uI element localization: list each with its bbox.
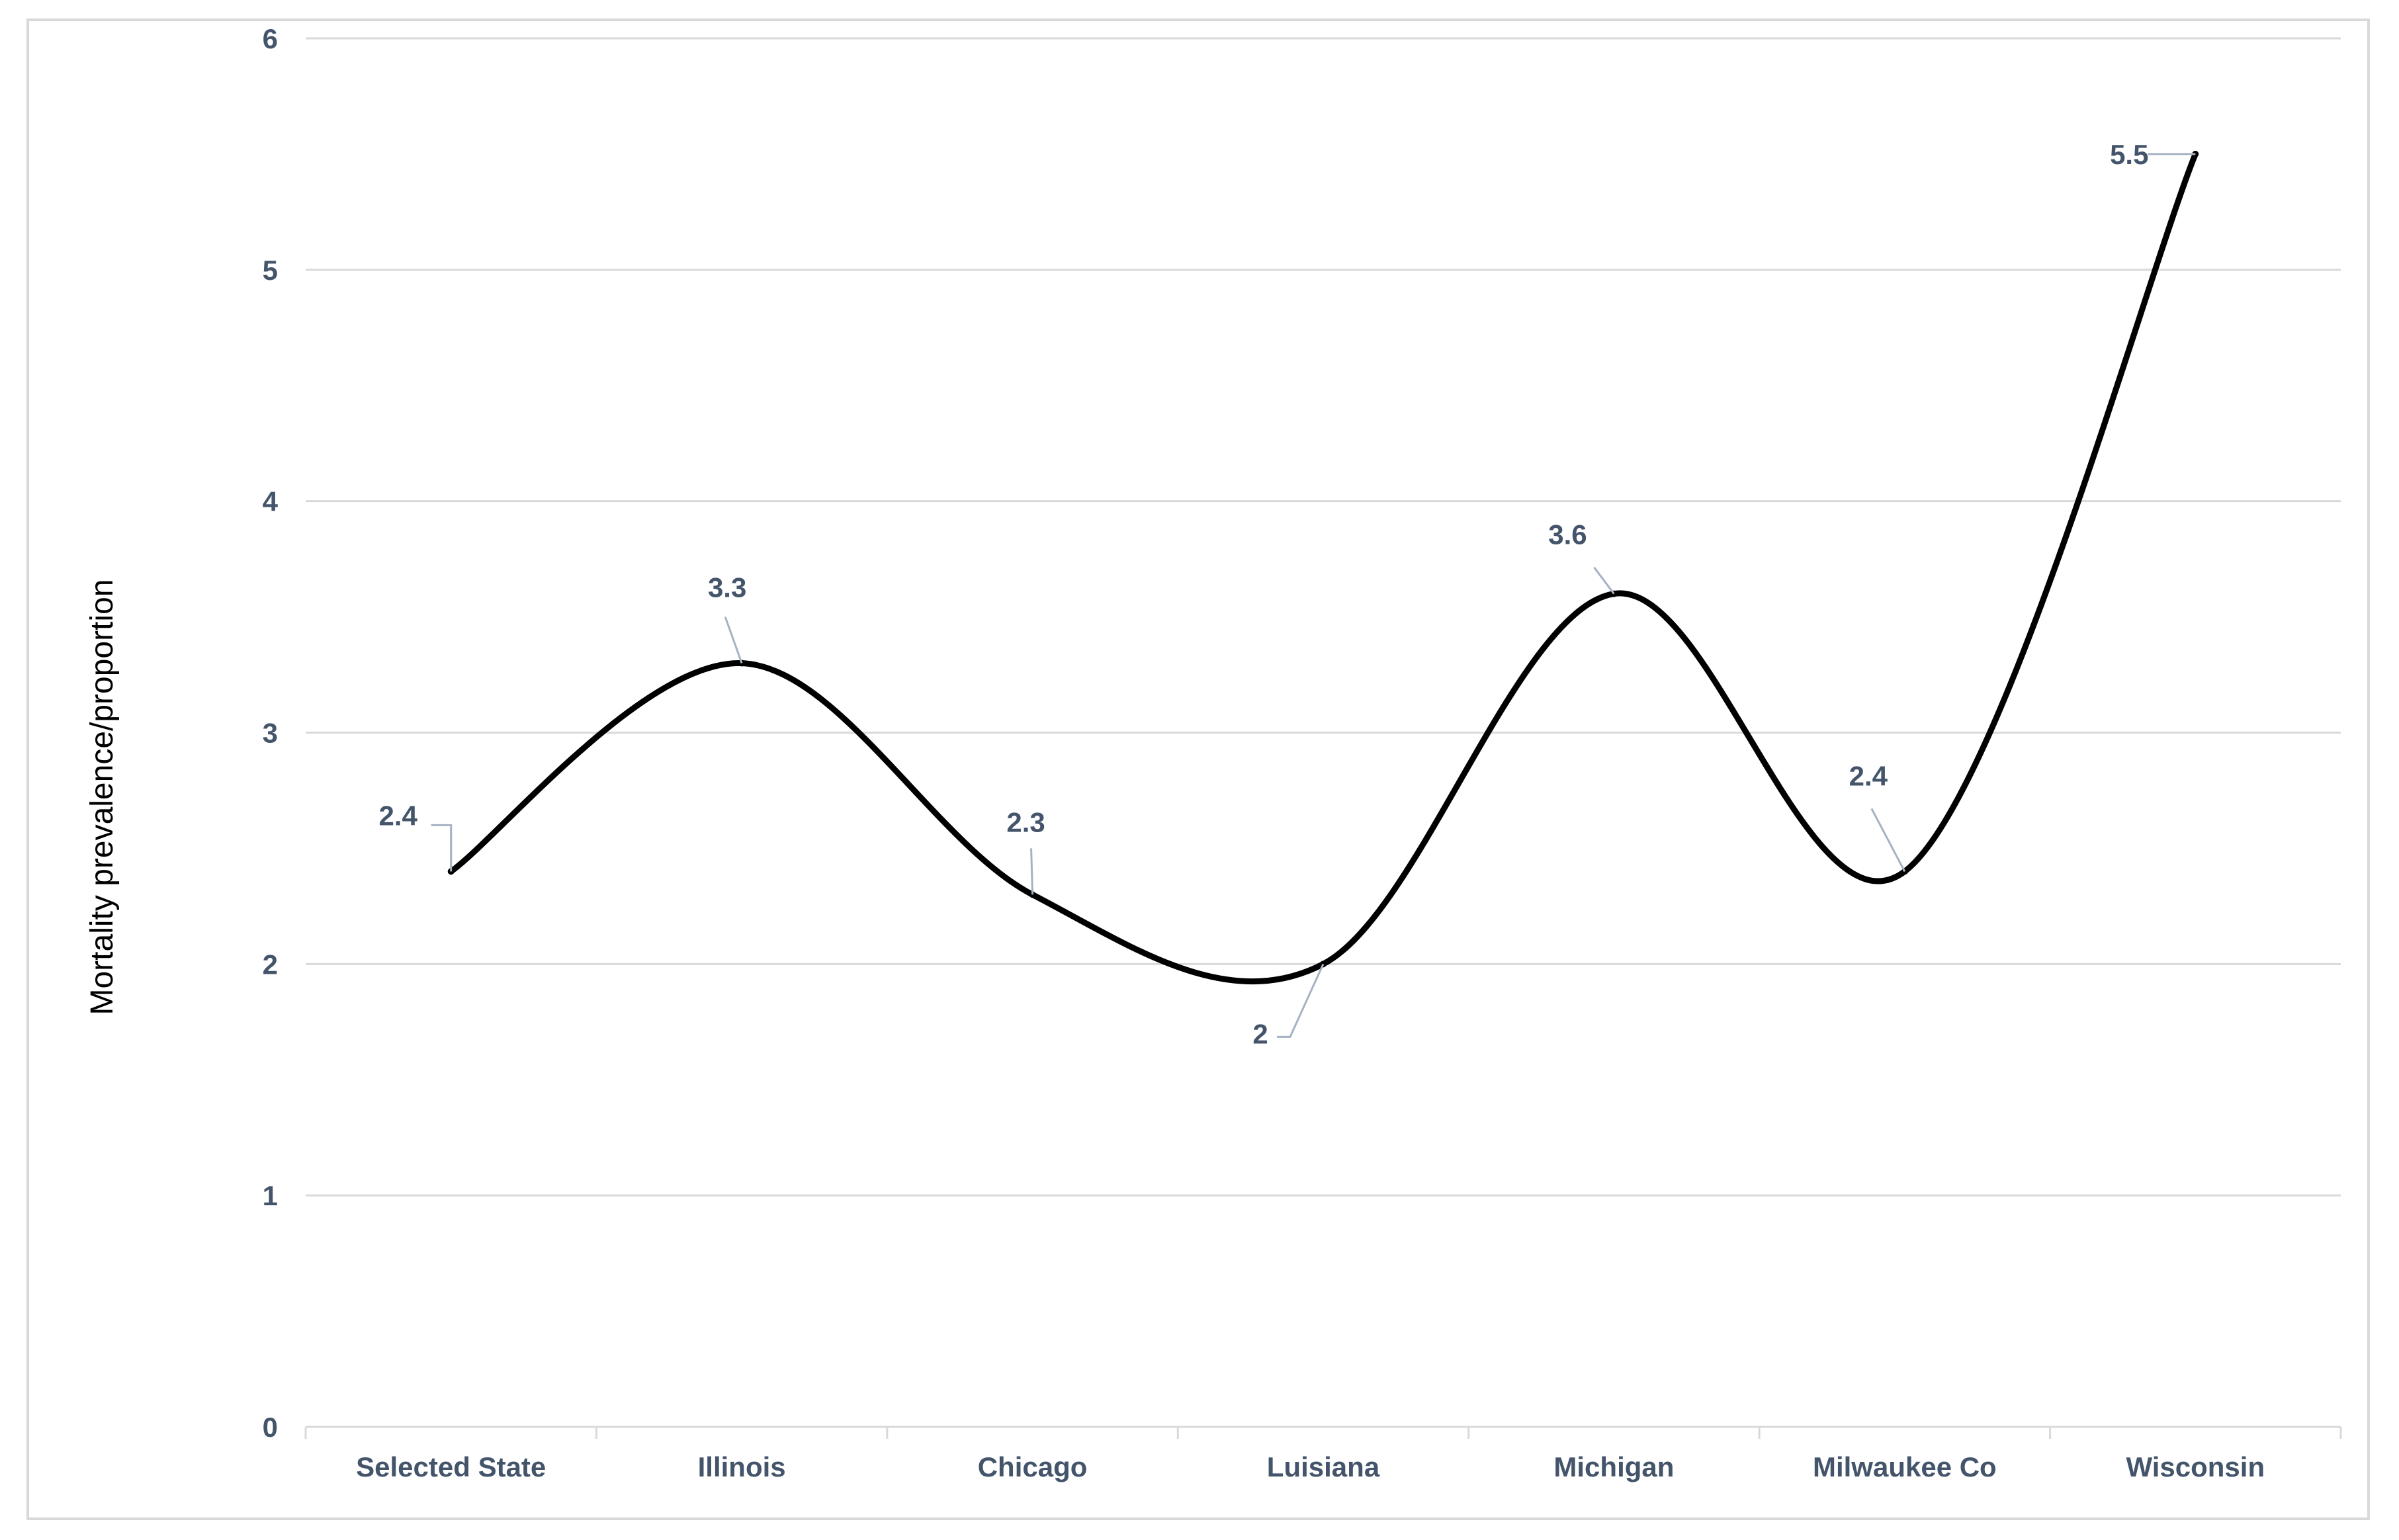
y-tick-label: 0	[263, 1412, 278, 1443]
data-label: 5.5	[2110, 139, 2148, 170]
data-label: 3.6	[1548, 519, 1587, 550]
x-tick-label: Luisiana	[1267, 1451, 1380, 1482]
data-label-leaders	[431, 153, 2196, 1038]
y-tick-label: 6	[263, 23, 278, 54]
x-tick-label: Michigan	[1553, 1451, 1674, 1482]
data-labels: 2.4 3.3 2.3 2 3.6 2.4 5.5	[379, 139, 2149, 1049]
series-line	[447, 150, 2199, 984]
x-tick-label: Illinois	[698, 1451, 786, 1482]
y-tick-label: 2	[263, 949, 278, 980]
data-label: 2.3	[1006, 806, 1045, 837]
x-tick-label: Milwaukee Co	[1813, 1451, 1997, 1482]
y-axis-ticks: 0 1 2 3 4 5 6	[263, 23, 279, 1443]
y-tick-label: 3	[263, 718, 278, 749]
leader-line	[1277, 963, 1325, 1038]
y-tick-label: 4	[263, 486, 279, 517]
leader-line	[1593, 566, 1615, 595]
x-tick-label: Selected State	[356, 1451, 546, 1482]
data-label: 2	[1252, 1018, 1268, 1049]
x-tick-label: Wisconsin	[2126, 1451, 2265, 1482]
series-line-path	[448, 151, 2199, 984]
leader-line	[724, 617, 743, 664]
leader-line	[1030, 848, 1034, 895]
x-tick-label: Chicago	[978, 1451, 1088, 1482]
gridlines	[306, 37, 2341, 1197]
leader-line	[431, 824, 453, 872]
data-label: 2.4	[1849, 760, 1888, 791]
leader-line	[1870, 808, 1906, 873]
data-label: 3.3	[708, 572, 746, 603]
y-tick-label: 1	[263, 1180, 278, 1211]
y-tick-label: 5	[263, 255, 278, 286]
x-axis	[304, 1426, 2342, 1439]
x-axis-ticks: Selected State Illinois Chicago Luisiana Mic…	[356, 1451, 2265, 1482]
data-label: 2.4	[379, 800, 418, 831]
y-axis-title: Mortality prevalence/proportion	[85, 579, 120, 1015]
